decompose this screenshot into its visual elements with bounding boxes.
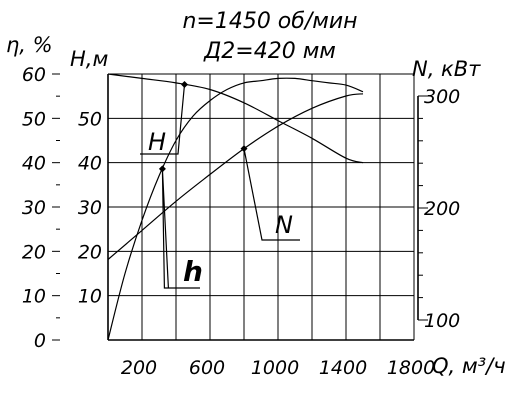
x-tick-label: 600	[189, 357, 225, 379]
n-axis-label: N, кВт	[412, 57, 481, 81]
chart-title-speed: n=1450 об/мин	[182, 9, 357, 34]
h-axis-label: H,м	[70, 47, 108, 71]
series-label-N: N	[275, 211, 293, 239]
x-tick-label: 1800	[387, 357, 435, 379]
h-tick-label: 10	[78, 286, 102, 308]
n-tick-label: 100	[424, 310, 460, 332]
grid	[108, 73, 415, 340]
n-tick-label: 200	[424, 198, 460, 220]
series-line-h	[107, 77, 364, 341]
axes	[52, 73, 428, 341]
series-label-H: H	[148, 128, 166, 156]
leader-line-H	[140, 84, 186, 155]
x-axis-label: Q, м³/ч	[432, 354, 506, 378]
h-tick-label: 50	[78, 108, 102, 130]
eta-tick-label: 10	[22, 286, 46, 308]
series-line-H	[107, 73, 364, 164]
x-tick-label: 1000	[251, 357, 299, 379]
chart-title-impeller: Д2=420 мм	[203, 39, 336, 64]
leader-line-N	[243, 148, 300, 241]
tick-labels: 0 10 20 30 40 50 60 10 20 30 40 50 100 200 300 200 600 10…	[22, 64, 460, 379]
eta-tick-label: 30	[22, 197, 46, 219]
eta-tick-label: 50	[22, 108, 46, 130]
n-tick-label: 300	[424, 86, 460, 108]
series-label-h: h	[183, 255, 203, 288]
h-tick-label: 30	[78, 197, 102, 219]
x-tick-label: 1400	[319, 357, 367, 379]
x-tick-label: 200	[121, 357, 157, 379]
leader-line-h	[161, 168, 200, 289]
h-tick-label: 40	[78, 153, 102, 175]
eta-axis-label: η, %	[6, 33, 53, 57]
eta-tick-label: 40	[22, 153, 46, 175]
eta-tick-label: 60	[22, 64, 46, 86]
h-tick-label: 20	[78, 241, 102, 263]
eta-tick-label: 20	[22, 241, 46, 263]
eta-tick-label: 0	[34, 330, 46, 352]
series: Hh N	[107, 73, 364, 341]
